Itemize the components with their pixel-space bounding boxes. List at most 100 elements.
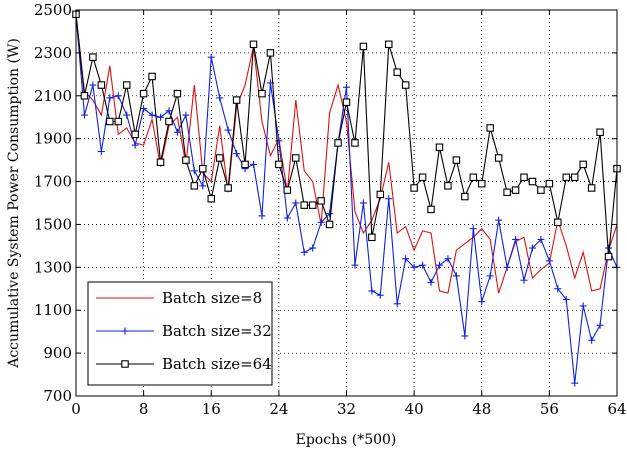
- data-point: [207, 194, 216, 203]
- x-axis-title: Epochs (*500): [296, 432, 397, 448]
- data-point: [402, 255, 410, 263]
- data-point: [579, 160, 587, 169]
- data-point: [258, 89, 266, 98]
- data-point: [165, 117, 173, 126]
- data-point: [275, 160, 283, 169]
- data-point: [554, 285, 562, 293]
- data-point: [106, 117, 114, 126]
- data-point: [419, 261, 427, 269]
- data-point: [469, 173, 478, 182]
- data-point: [511, 186, 520, 194]
- data-point: [89, 81, 97, 89]
- legend-label: Batch size=64: [162, 355, 272, 373]
- data-point: [435, 143, 444, 151]
- data-point: [216, 94, 224, 102]
- data-point: [182, 156, 190, 164]
- data-point: [292, 154, 300, 162]
- data-point: [427, 278, 435, 286]
- data-point: [512, 235, 520, 243]
- data-point: [376, 190, 385, 199]
- y-tick-label: 700: [43, 387, 72, 405]
- data-point: [190, 167, 198, 175]
- data-point: [190, 182, 199, 190]
- data-point: [224, 126, 232, 134]
- y-tick-label: 1300: [34, 258, 72, 276]
- legend-entry: Batch size=64: [96, 355, 272, 373]
- y-tick-label: 1500: [34, 215, 72, 233]
- data-point: [477, 179, 486, 188]
- data-point: [97, 148, 105, 156]
- x-tick-label: 32: [337, 400, 356, 418]
- data-point: [478, 298, 486, 306]
- data-point: [241, 160, 249, 169]
- ticks: [75, 9, 618, 397]
- data-point: [266, 49, 275, 57]
- y-tick-label: 2100: [34, 87, 72, 105]
- data-point: [283, 186, 292, 194]
- data-point: [199, 182, 207, 190]
- data-point: [148, 111, 156, 119]
- data-point: [224, 184, 232, 192]
- data-point: [343, 83, 350, 91]
- data-point: [393, 300, 401, 308]
- data-point: [233, 150, 241, 158]
- y-tick-label: 900: [43, 344, 72, 362]
- data-point: [215, 154, 224, 162]
- data-point: [385, 40, 393, 49]
- data-point: [410, 184, 418, 192]
- data-point: [604, 252, 613, 261]
- data-point: [376, 291, 384, 299]
- data-point: [283, 214, 291, 222]
- data-point: [292, 199, 300, 207]
- legend-box: [87, 281, 273, 386]
- x-tick-label: 48: [472, 400, 491, 418]
- y-axis-title: Accumulative System Power Consumption (W…: [6, 38, 22, 369]
- data-point: [571, 379, 579, 387]
- data-point: [587, 184, 596, 192]
- data-point: [418, 173, 427, 182]
- x-tick-label: 64: [607, 400, 626, 418]
- data-point: [494, 154, 503, 162]
- data-point: [486, 124, 494, 132]
- data-point: [80, 92, 89, 100]
- data-point: [182, 111, 190, 119]
- data-point: [317, 197, 325, 205]
- data-point: [486, 272, 494, 280]
- legend: Batch size=8 Batch size=32 Batch size=64: [87, 281, 273, 386]
- data-point: [114, 92, 122, 100]
- data-point: [165, 107, 173, 115]
- data-point: [452, 156, 461, 164]
- data-point: [308, 201, 317, 209]
- data-point: [140, 105, 148, 113]
- data-point: [368, 233, 376, 242]
- legend-items: Batch size=8 Batch size=32 Batch size=64: [96, 289, 272, 373]
- data-point: [173, 128, 181, 136]
- y-tick-label: 1900: [34, 130, 72, 148]
- data-point: [444, 182, 452, 190]
- data-point: [97, 81, 106, 89]
- legend-entry: Batch size=8: [96, 289, 262, 307]
- x-tick-label: 40: [405, 400, 424, 418]
- data-point: [503, 263, 511, 271]
- data-point: [114, 117, 123, 126]
- data-point: [300, 248, 308, 256]
- series-1: [75, 14, 618, 294]
- data-point: [300, 201, 308, 209]
- data-point: [554, 218, 562, 227]
- data-point: [393, 68, 401, 76]
- y-tick-label: 1100: [34, 301, 72, 319]
- y-tick-label: 1700: [34, 173, 72, 191]
- data-point: [444, 255, 452, 263]
- data-point: [410, 263, 418, 271]
- data-point: [359, 199, 367, 207]
- tick-labels: 0 8 16 24 32 40 48 56 64 700 900 1100 1300 1500 1700 19…: [34, 1, 627, 418]
- data-point: [156, 158, 165, 167]
- data-point: [232, 96, 241, 104]
- data-point: [401, 81, 410, 89]
- data-point: [537, 235, 545, 243]
- data-point: [562, 296, 570, 303]
- series-line: [75, 14, 618, 294]
- data-point: [562, 173, 571, 182]
- data-point: [199, 164, 207, 173]
